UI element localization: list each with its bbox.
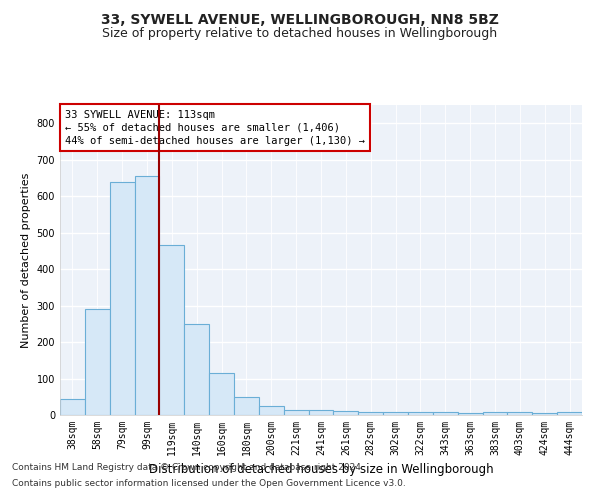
Y-axis label: Number of detached properties: Number of detached properties (21, 172, 31, 348)
Bar (458, 413, 482, 415)
Bar (383, 412, 408, 415)
Bar (433, 412, 458, 415)
Bar (284, 410, 308, 415)
Bar (184, 324, 209, 415)
Bar (557, 412, 582, 415)
Bar (234, 397, 259, 415)
X-axis label: Distribution of detached houses by size in Wellingborough: Distribution of detached houses by size … (149, 464, 493, 476)
Bar (508, 412, 532, 415)
Bar (308, 410, 334, 415)
Bar (259, 406, 284, 415)
Text: Contains public sector information licensed under the Open Government Licence v3: Contains public sector information licen… (12, 478, 406, 488)
Text: Contains HM Land Registry data © Crown copyright and database right 2024.: Contains HM Land Registry data © Crown c… (12, 464, 364, 472)
Bar (358, 412, 383, 415)
Bar (482, 412, 508, 415)
Bar (85, 309, 110, 415)
Text: 33 SYWELL AVENUE: 113sqm
← 55% of detached houses are smaller (1,406)
44% of sem: 33 SYWELL AVENUE: 113sqm ← 55% of detach… (65, 110, 365, 146)
Bar (134, 176, 160, 415)
Bar (110, 182, 134, 415)
Bar (408, 412, 433, 415)
Text: 33, SYWELL AVENUE, WELLINGBOROUGH, NN8 5BZ: 33, SYWELL AVENUE, WELLINGBOROUGH, NN8 5… (101, 12, 499, 26)
Bar (532, 413, 557, 415)
Bar (160, 246, 184, 415)
Bar (334, 412, 358, 415)
Bar (209, 373, 234, 415)
Text: Size of property relative to detached houses in Wellingborough: Size of property relative to detached ho… (103, 28, 497, 40)
Bar (60, 400, 85, 415)
